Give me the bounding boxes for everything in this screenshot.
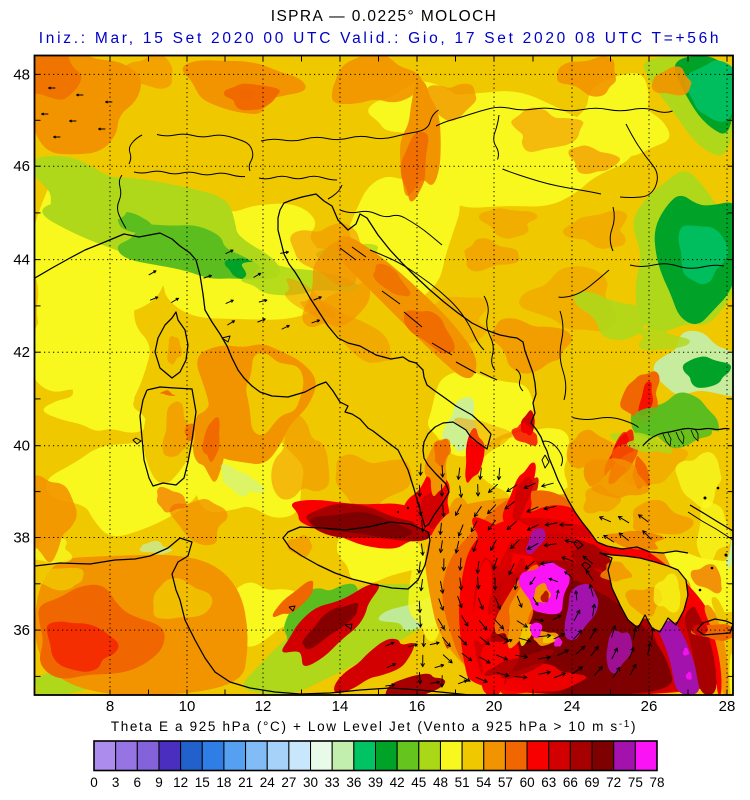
svg-text:48: 48 [13,66,30,83]
svg-text:Iniz.: Mar, 15 Set 2020 00 U: Iniz.: Mar, 15 Set 2020 00 UTC Valid.: G… [39,30,722,47]
svg-text:30: 30 [303,775,318,790]
svg-text:8: 8 [106,698,114,715]
svg-text:24: 24 [564,698,581,715]
svg-text:63: 63 [541,775,556,790]
svg-text:12: 12 [173,775,188,790]
svg-text:ISPRA — 0.0225° MOLOCH: ISPRA — 0.0225° MOLOCH [271,8,498,25]
svg-text:57: 57 [498,775,513,790]
svg-text:36: 36 [13,622,30,639]
svg-text:66: 66 [563,775,578,790]
svg-text:36: 36 [346,775,361,790]
svg-text:21: 21 [238,775,253,790]
svg-text:Theta E a 925 hPa (°C) + Low L: Theta E a 925 hPa (°C) + Low Level Jet (… [111,719,637,734]
svg-text:3: 3 [112,775,120,790]
svg-text:26: 26 [641,698,658,715]
svg-text:75: 75 [628,775,643,790]
svg-text:39: 39 [368,775,383,790]
svg-text:48: 48 [433,775,448,790]
svg-text:72: 72 [606,775,621,790]
svg-text:46: 46 [13,158,30,175]
svg-text:54: 54 [476,775,492,790]
svg-text:51: 51 [455,775,470,790]
svg-text:27: 27 [281,775,296,790]
svg-text:18: 18 [216,775,231,790]
svg-text:44: 44 [13,252,30,269]
svg-text:60: 60 [520,775,535,790]
svg-text:15: 15 [195,775,210,790]
svg-text:12: 12 [255,698,272,715]
svg-text:69: 69 [585,775,600,790]
svg-text:14: 14 [332,698,349,715]
svg-text:6: 6 [134,775,142,790]
svg-text:40: 40 [13,438,30,455]
svg-text:16: 16 [409,698,426,715]
svg-text:45: 45 [411,775,426,790]
svg-text:78: 78 [649,775,664,790]
svg-text:33: 33 [325,775,340,790]
svg-text:38: 38 [13,530,30,547]
svg-text:0: 0 [90,775,98,790]
svg-text:42: 42 [390,775,405,790]
svg-text:9: 9 [155,775,163,790]
svg-text:20: 20 [486,698,503,715]
svg-text:24: 24 [260,775,276,790]
svg-text:42: 42 [13,344,30,361]
svg-text:10: 10 [179,698,196,715]
svg-text:28: 28 [719,698,736,715]
